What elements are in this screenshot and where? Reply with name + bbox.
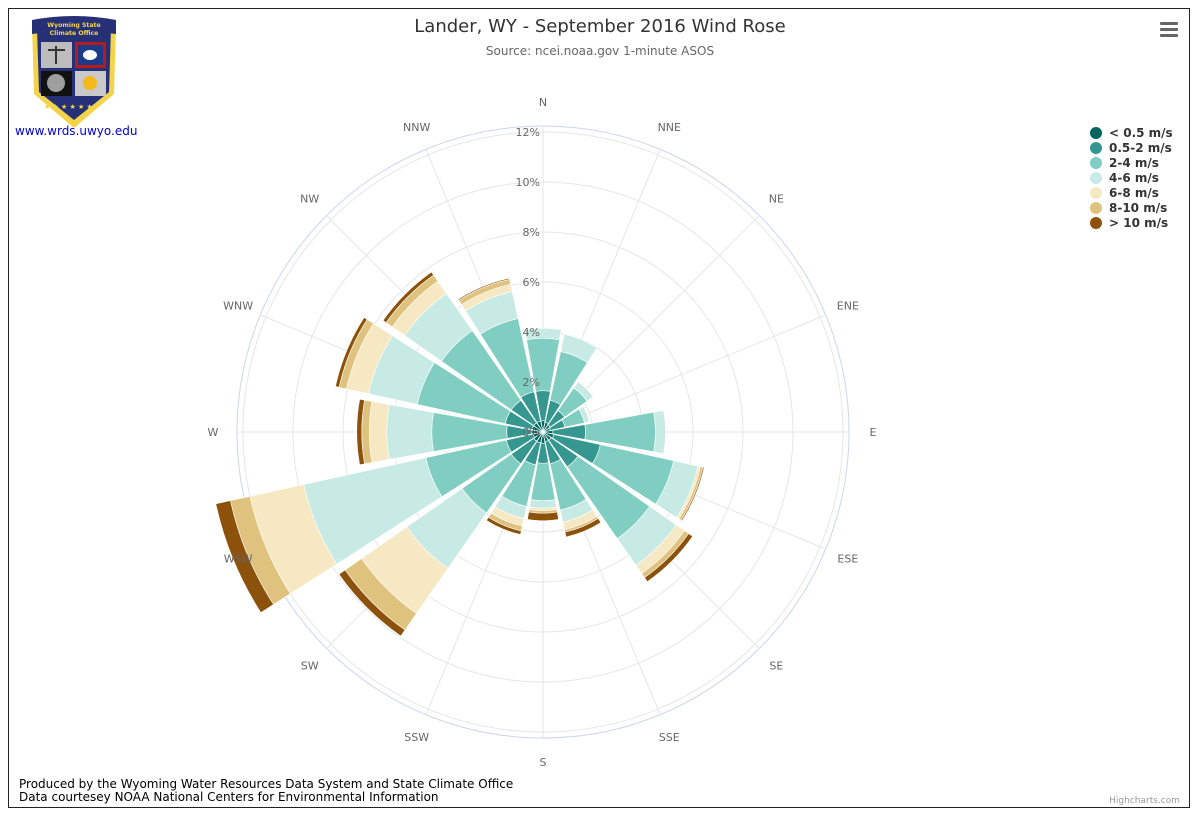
direction-label-S: S: [540, 756, 547, 769]
radial-tick-label: 0%: [523, 426, 540, 439]
legend-swatch: [1090, 141, 1102, 154]
bar-SE-series-6: [644, 533, 694, 583]
direction-label-ESE: ESE: [837, 552, 858, 565]
direction-label-SSE: SSE: [659, 731, 680, 744]
direction-label-SW: SW: [301, 659, 319, 672]
direction-label-WNW: WNW: [223, 300, 253, 313]
radial-tick-label: 12%: [516, 126, 540, 139]
bar-S-series-3: [529, 499, 557, 509]
footer: Produced by the Wyoming Water Resources …: [19, 778, 513, 804]
bar-W-series-4: [368, 401, 390, 463]
legend-item-5[interactable]: 8-10 m/s: [1090, 200, 1173, 215]
legend-label: 6-8 m/s: [1109, 185, 1159, 200]
bar-NNE-series-3: [560, 333, 598, 363]
legend-swatch: [1090, 126, 1102, 139]
legend-swatch: [1090, 171, 1102, 184]
legend-item-2[interactable]: 2-4 m/s: [1090, 155, 1173, 170]
legend-item-3[interactable]: 4-6 m/s: [1090, 170, 1173, 185]
legend-swatch: [1090, 216, 1102, 229]
chart-subtitle: Source: ncei.noaa.gov 1-minute ASOS: [485, 44, 715, 58]
radial-tick-label: 10%: [516, 176, 540, 189]
site-link[interactable]: www.wrds.uwyo.edu: [15, 124, 138, 138]
legend-label: 8-10 m/s: [1109, 200, 1168, 215]
bar-WSW-series-6: [215, 500, 274, 614]
bar-N-series-3: [524, 328, 562, 341]
logo-line1: Wyoming State: [47, 22, 100, 29]
highcharts-credits[interactable]: Highcharts.com: [1109, 796, 1180, 806]
direction-label-NE: NE: [769, 193, 784, 206]
bar-SW-series-6: [338, 569, 406, 637]
bar-E-series-3: [653, 410, 666, 454]
legend-item-6[interactable]: > 10 m/s: [1090, 215, 1173, 230]
radial-tick-label: 8%: [523, 226, 540, 239]
legend-swatch: [1090, 186, 1102, 199]
legend-label: 2-4 m/s: [1109, 155, 1159, 170]
direction-label-E: E: [870, 426, 877, 439]
bar-W-series-3: [386, 404, 434, 460]
direction-label-W: W: [208, 426, 219, 439]
legend-item-0[interactable]: < 0.5 m/s: [1090, 125, 1173, 140]
legend-item-1[interactable]: 0.5-2 m/s: [1090, 140, 1173, 155]
bar-S-series-6: [527, 511, 559, 522]
legend-label: 0.5-2 m/s: [1109, 140, 1172, 155]
direction-label-NNE: NNE: [658, 121, 681, 134]
legend-swatch: [1090, 156, 1102, 169]
grid-spoke: [542, 314, 826, 433]
bar-SSE-series-6: [564, 517, 602, 538]
direction-label-NNW: NNW: [403, 121, 430, 134]
direction-label-NW: NW: [300, 193, 319, 206]
radial-tick-label: 2%: [523, 376, 540, 389]
legend-label: < 0.5 m/s: [1109, 125, 1173, 140]
bar-W-series-6: [356, 398, 365, 466]
footer-line-2: Data courtesey NOAA National Centers for…: [19, 790, 439, 804]
bar-ESE-series-6: [680, 466, 705, 522]
legend-item-4[interactable]: 6-8 m/s: [1090, 185, 1173, 200]
chart-legend: < 0.5 m/s 0.5-2 m/s 2-4 m/s 4-6 m/s 6-8 m/s 8…: [1090, 125, 1173, 230]
radial-tick-label: 4%: [523, 326, 540, 339]
bar-SSW-series-6: [485, 516, 522, 535]
direction-label-WSW: WSW: [224, 552, 253, 565]
direction-label-N: N: [539, 96, 547, 109]
footer-line-1: Produced by the Wyoming Water Resources …: [19, 777, 514, 791]
chart-frame: [8, 8, 1190, 808]
legend-label: 4-6 m/s: [1109, 170, 1159, 185]
hamburger-menu-icon[interactable]: [1158, 22, 1180, 40]
legend-label: > 10 m/s: [1109, 215, 1169, 230]
legend-swatch: [1090, 201, 1102, 214]
bar-NNW-series-6: [457, 277, 510, 301]
chart-title: Lander, WY - September 2016 Wind Rose: [414, 16, 786, 37]
bar-WNW-series-6: [335, 317, 368, 388]
bar-NE-series-3: [573, 381, 594, 402]
direction-label-SSW: SSW: [404, 731, 429, 744]
bar-NW-series-6: [382, 271, 435, 324]
direction-label-SE: SE: [769, 659, 783, 672]
logo-line2: Climate Office: [50, 30, 99, 37]
svg-text:★ ★ ★ ★ ★ ★: ★ ★ ★ ★ ★ ★: [44, 103, 93, 111]
climate-office-logo: Wyoming State Climate Office ★ ★ ★ ★ ★ ★: [32, 16, 116, 128]
direction-label-ENE: ENE: [837, 300, 859, 313]
radial-tick-label: 6%: [523, 276, 540, 289]
bar-ENE-series-3: [578, 405, 590, 424]
